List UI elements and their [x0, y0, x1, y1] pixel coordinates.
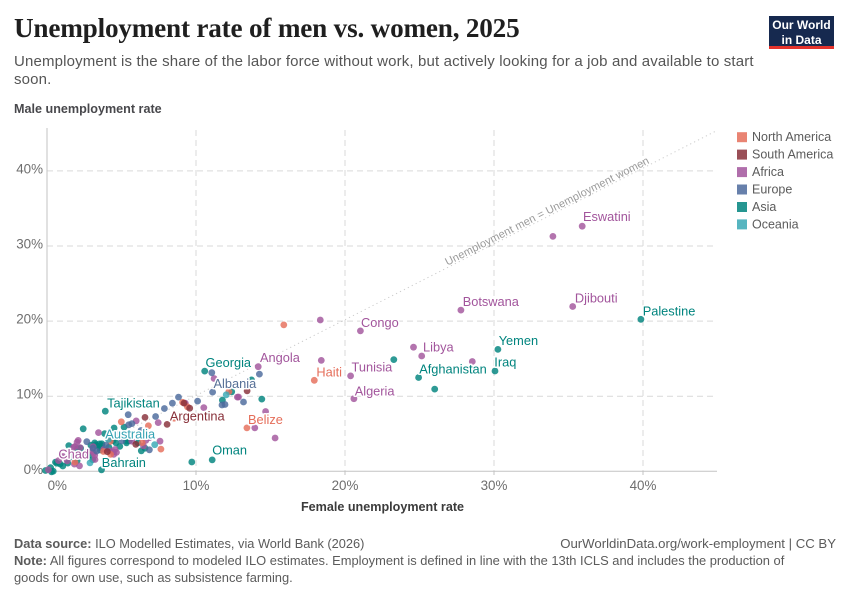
svg-text:20%: 20%: [332, 478, 359, 493]
svg-text:Belize: Belize: [248, 412, 283, 427]
svg-text:South America: South America: [752, 148, 833, 162]
svg-text:Chad: Chad: [58, 447, 89, 462]
svg-text:Palestine: Palestine: [643, 304, 696, 319]
svg-text:Haiti: Haiti: [316, 365, 342, 380]
svg-text:Argentina: Argentina: [170, 409, 226, 424]
svg-text:Afghanistan: Afghanistan: [419, 362, 487, 377]
svg-text:20%: 20%: [16, 312, 43, 327]
svg-text:Angola: Angola: [260, 350, 301, 365]
svg-text:Eswatini: Eswatini: [583, 209, 631, 224]
svg-text:Europe: Europe: [752, 183, 792, 197]
svg-text:Algeria: Algeria: [355, 383, 396, 398]
svg-text:Djibouti: Djibouti: [575, 290, 618, 305]
svg-text:Yemen: Yemen: [499, 333, 538, 348]
svg-text:Female unemployment rate: Female unemployment rate: [301, 500, 464, 514]
svg-text:30%: 30%: [16, 237, 43, 252]
svg-text:North America: North America: [752, 130, 831, 144]
svg-text:Oman: Oman: [212, 443, 247, 458]
svg-text:30%: 30%: [481, 478, 508, 493]
svg-text:10%: 10%: [183, 478, 210, 493]
svg-text:Georgia: Georgia: [206, 355, 252, 370]
svg-text:Iraq: Iraq: [494, 355, 516, 370]
svg-text:Tunisia: Tunisia: [352, 360, 394, 375]
svg-text:Libya: Libya: [423, 340, 454, 355]
svg-text:0%: 0%: [24, 462, 43, 477]
svg-text:Australia: Australia: [105, 427, 156, 442]
svg-text:Botswana: Botswana: [463, 294, 520, 309]
svg-text:Asia: Asia: [752, 200, 776, 214]
svg-text:Oceania: Oceania: [752, 217, 799, 231]
svg-text:10%: 10%: [16, 387, 43, 402]
svg-text:40%: 40%: [16, 161, 43, 176]
svg-text:Tajikistan: Tajikistan: [107, 396, 160, 411]
svg-text:Albania: Albania: [214, 376, 258, 391]
svg-text:Africa: Africa: [752, 165, 784, 179]
svg-text:Congo: Congo: [361, 315, 399, 330]
svg-text:40%: 40%: [630, 478, 657, 493]
svg-text:Bahrain: Bahrain: [102, 455, 146, 470]
svg-text:0%: 0%: [48, 478, 67, 493]
